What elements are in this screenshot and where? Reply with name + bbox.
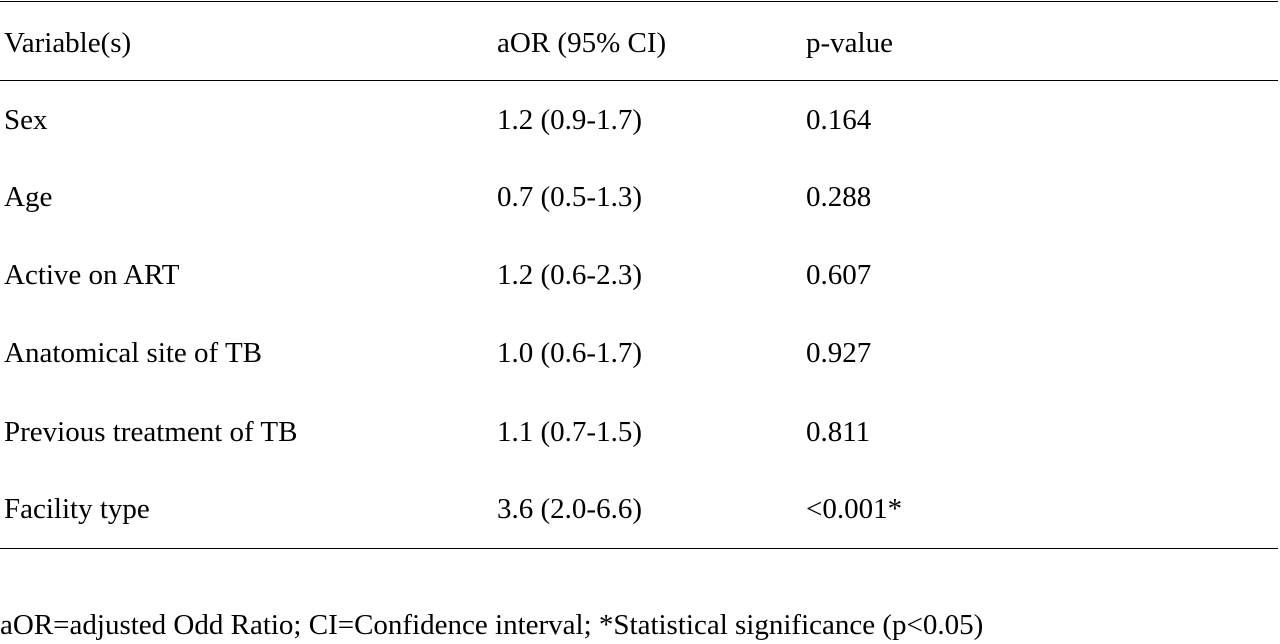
- row-variable: Anatomical site of TB: [4, 337, 262, 369]
- row-aor: 1.2 (0.9-1.7): [497, 104, 642, 136]
- table-top-rule: [0, 1, 1278, 2]
- row-p-value: 0.927: [806, 337, 872, 369]
- table-bottom-rule: [0, 548, 1278, 549]
- row-variable: Sex: [4, 104, 48, 136]
- table-footnote: aOR=adjusted Odd Ratio; CI=Confidence in…: [0, 609, 984, 641]
- row-variable: Age: [4, 181, 53, 213]
- row-aor: 0.7 (0.5-1.3): [497, 181, 642, 213]
- row-p-value: 0.288: [806, 181, 872, 213]
- row-aor: 1.1 (0.7-1.5): [497, 416, 642, 448]
- row-variable: Active on ART: [4, 259, 180, 291]
- row-p-value: 0.164: [806, 104, 872, 136]
- row-p-value: 0.607: [806, 259, 872, 291]
- table-header-rule: [0, 80, 1278, 81]
- row-aor: 3.6 (2.0-6.6): [497, 493, 642, 525]
- row-variable: Previous treatment of TB: [4, 416, 298, 448]
- header-p-value: p-value: [806, 27, 893, 59]
- header-variables: Variable(s): [4, 27, 132, 59]
- row-aor: 1.2 (0.6-2.3): [497, 259, 642, 291]
- row-aor: 1.0 (0.6-1.7): [497, 337, 642, 369]
- row-p-value: <0.001*: [806, 493, 903, 525]
- row-p-value: 0.811: [806, 416, 871, 448]
- header-aor: aOR (95% CI): [497, 27, 667, 59]
- row-variable: Facility type: [4, 493, 150, 525]
